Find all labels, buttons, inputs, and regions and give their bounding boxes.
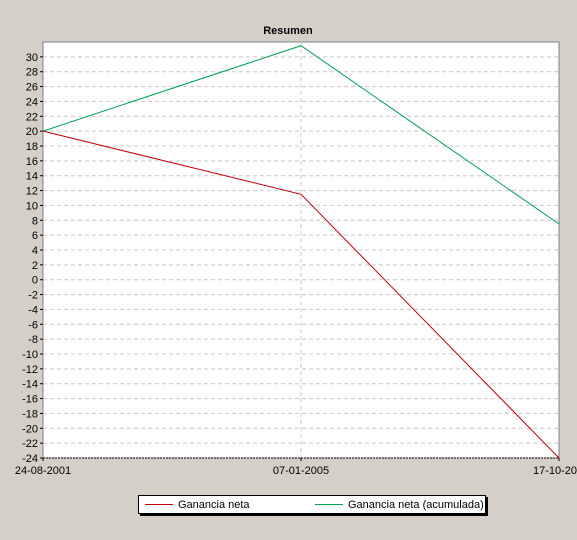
x-axis-ticks: 24-08-2001 07-01-2005 17-10-200 — [15, 458, 577, 477]
y-axis-ticks: 302826242220181614121086420-2-4-6-8-10-1… — [22, 52, 43, 465]
legend-item-ganancia-neta-acumulada: Ganancia neta (acumulada) — [315, 497, 484, 512]
y-tick-label: 20 — [26, 126, 38, 138]
y-tick-label: 2 — [32, 260, 38, 272]
x-tick-label: 07-01-2005 — [273, 465, 329, 477]
x-tick-label: 17-10-200 — [533, 465, 577, 477]
y-tick-label: -16 — [22, 394, 38, 406]
y-tick-label: -24 — [22, 453, 38, 465]
legend-label-ganancia-neta-acumulada: Ganancia neta (acumulada) — [348, 498, 484, 511]
y-tick-label: -2 — [28, 290, 38, 302]
legend: Ganancia neta Ganancia neta (acumulada) — [138, 495, 486, 514]
legend-item-ganancia-neta: Ganancia neta — [145, 497, 250, 512]
y-tick-label: 16 — [26, 156, 38, 168]
y-tick-label: -20 — [22, 423, 38, 435]
y-tick-label: -6 — [28, 319, 38, 331]
y-tick-label: 26 — [26, 82, 38, 94]
y-tick-label: -4 — [28, 304, 38, 316]
y-tick-label: 12 — [26, 186, 38, 198]
y-tick-label: 18 — [26, 141, 38, 153]
y-tick-label: 22 — [26, 111, 38, 123]
series-line-1 — [42, 45, 560, 225]
y-tick-label: -12 — [22, 364, 38, 376]
legend-swatch-ganancia-neta-acumulada — [315, 504, 343, 505]
y-tick-label: 30 — [26, 52, 38, 64]
legend-swatch-ganancia-neta — [145, 504, 173, 505]
y-tick-label: 8 — [32, 215, 38, 227]
y-tick-label: 0 — [32, 275, 38, 287]
y-tick-label: -18 — [22, 408, 38, 420]
y-tick-label: 14 — [26, 171, 38, 183]
y-tick-label: 24 — [26, 96, 38, 108]
y-tick-label: 28 — [26, 67, 38, 79]
x-tick-label: 24-08-2001 — [15, 465, 71, 477]
y-tick-label: 4 — [32, 245, 38, 257]
chart-title: Resumen — [263, 25, 313, 37]
y-tick-label: -22 — [22, 438, 38, 450]
y-tick-label: -10 — [22, 349, 38, 361]
y-tick-label: 6 — [32, 230, 38, 242]
series-line-0 — [42, 130, 560, 459]
y-tick-label: -8 — [28, 334, 38, 346]
y-tick-label: -14 — [22, 379, 38, 391]
y-tick-label: 10 — [26, 200, 38, 212]
series-lines — [42, 45, 560, 459]
legend-label-ganancia-neta: Ganancia neta — [178, 498, 250, 511]
